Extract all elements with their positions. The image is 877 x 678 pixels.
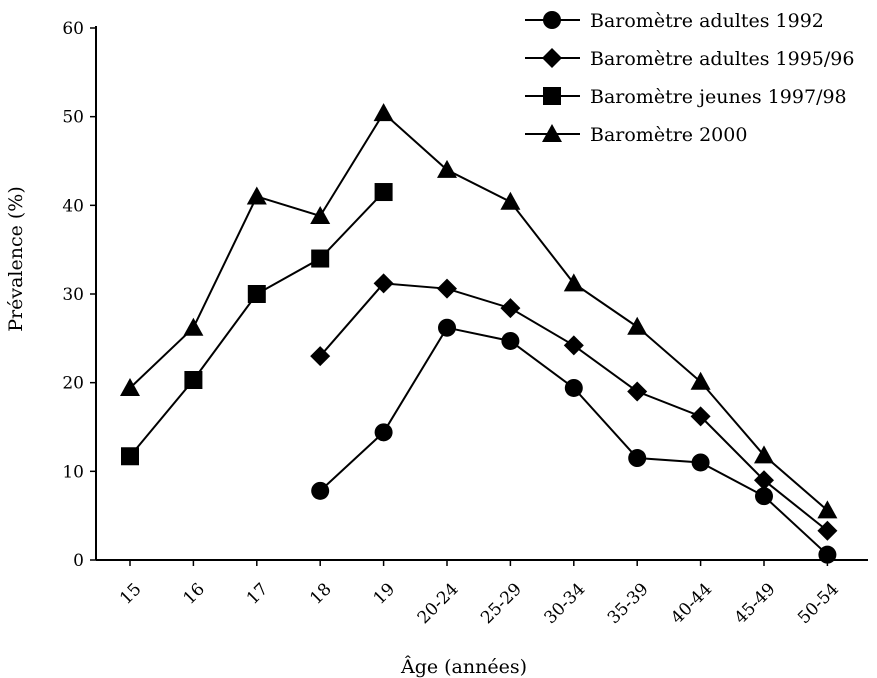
series-triangle	[120, 103, 838, 519]
triangle-marker	[627, 316, 648, 335]
legend-label: Baromètre jeunes 1997/98	[590, 86, 847, 108]
diamond-marker	[690, 406, 711, 427]
legend-item: Baromètre jeunes 1997/98	[525, 86, 847, 108]
series-circle	[311, 318, 837, 564]
x-tick-label: 19	[370, 579, 399, 608]
diamond-marker	[310, 346, 331, 367]
x-tick-label: 18	[306, 579, 335, 608]
diamond-marker	[754, 470, 774, 491]
triangle-marker	[817, 500, 838, 519]
series-line	[129, 111, 829, 512]
circle-marker	[755, 487, 773, 506]
y-tick-label: 20	[62, 374, 84, 394]
y-tick-label: 10	[62, 462, 84, 482]
x-tick-label: 40-44	[667, 579, 716, 628]
square-marker	[311, 249, 330, 268]
x-tick-label: 45-49	[731, 579, 780, 628]
circle-marker	[691, 453, 710, 472]
x-tick-label: 35-39	[604, 579, 653, 628]
y-tick-label: 0	[73, 551, 84, 571]
legend-circle-marker	[543, 11, 561, 29]
circle-marker	[501, 331, 520, 350]
circle-marker	[374, 423, 393, 442]
y-axis-title: Prévalence (%)	[5, 186, 27, 332]
y-tick-label: 50	[62, 108, 84, 128]
x-tick-label: 50-54	[794, 579, 843, 628]
triangle-marker	[373, 103, 394, 122]
triangle-marker	[690, 371, 711, 390]
circle-marker	[564, 378, 583, 397]
triangle-marker	[500, 191, 521, 210]
square-marker	[184, 371, 203, 390]
y-tick-label: 30	[62, 285, 84, 305]
x-tick-label: 15	[116, 579, 145, 608]
square-marker	[374, 183, 393, 202]
legend-item: Baromètre adultes 1995/96	[525, 48, 854, 70]
x-tick-label: 20-24	[414, 579, 463, 628]
triangle-marker	[183, 317, 204, 336]
series-line	[129, 191, 385, 457]
legend: Baromètre adultes 1992 Baromètre adultes …	[525, 10, 854, 146]
legend-label: Baromètre 2000	[590, 124, 747, 146]
legend-triangle-marker	[542, 124, 562, 142]
x-tick-label: 16	[179, 579, 208, 608]
diamond-marker	[817, 520, 838, 541]
axes: 0 10 20 30 40 50 60 15 16 17 18 19 20-24 25-29 30-34 35…	[62, 19, 868, 628]
legend-item: Baromètre 2000	[525, 124, 747, 146]
triangle-marker	[246, 186, 267, 205]
circle-marker	[311, 481, 330, 500]
triangle-marker	[563, 273, 584, 292]
y-tick-label: 60	[62, 19, 84, 39]
x-axis-title: Âge (années)	[400, 655, 527, 678]
diamond-marker	[563, 335, 584, 356]
legend-diamond-marker	[542, 48, 562, 68]
square-marker	[247, 285, 266, 303]
circle-marker	[438, 318, 456, 337]
series-line	[319, 282, 829, 532]
diamond-marker	[373, 273, 394, 294]
x-tick-label: 17	[243, 579, 272, 608]
series-diamond	[310, 273, 838, 541]
y-tick-label: 40	[62, 196, 84, 216]
diamond-marker	[437, 278, 457, 299]
legend-item: Baromètre adultes 1992	[525, 10, 824, 32]
diamond-marker	[500, 298, 521, 319]
x-tick-label: 25-29	[477, 579, 526, 628]
x-tick-label: 30-34	[541, 579, 590, 628]
diamond-marker	[627, 381, 648, 402]
triangle-marker	[120, 377, 140, 396]
circle-marker	[818, 545, 837, 564]
legend-square-marker	[543, 87, 561, 105]
triangle-marker	[754, 445, 774, 464]
triangle-marker	[437, 159, 457, 178]
series-group	[120, 103, 838, 564]
legend-label: Baromètre adultes 1992	[590, 10, 824, 32]
square-marker	[121, 447, 139, 466]
triangle-marker	[310, 205, 331, 224]
circle-marker	[628, 449, 647, 468]
legend-label: Baromètre adultes 1995/96	[590, 48, 854, 70]
series-square	[121, 183, 393, 466]
